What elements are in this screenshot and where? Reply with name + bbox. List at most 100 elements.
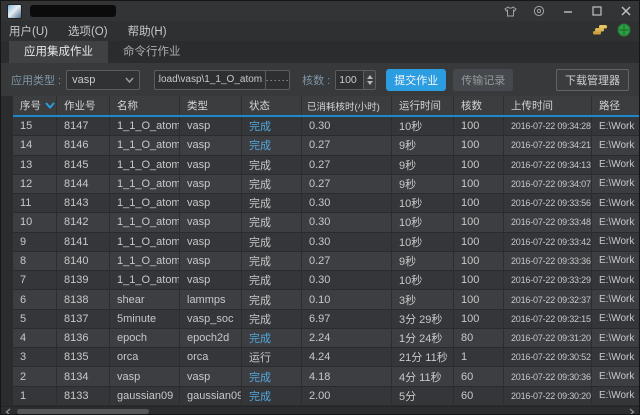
col-header-name[interactable]: 名称 bbox=[110, 96, 180, 115]
col-header-core-hours[interactable]: 已消耗核时(小时) bbox=[302, 96, 392, 115]
cell-cores: 80 bbox=[454, 328, 504, 348]
cell-seq: 11 bbox=[13, 194, 57, 213]
cell-seq: 8 bbox=[13, 251, 57, 271]
col-header-run-time[interactable]: 运行时间 bbox=[392, 96, 454, 115]
cell-upload-time: 2016-07-22 09:34:28 bbox=[504, 117, 592, 136]
cell-path: E:\Work bbox=[599, 371, 635, 383]
cell-cores: 100 bbox=[454, 174, 504, 194]
cell-upload-time: 2016-07-22 09:30:52 bbox=[504, 348, 592, 367]
cell-upload-time: 2016-07-22 09:34:07 bbox=[504, 174, 592, 194]
tab-command-line-jobs[interactable]: 命令行作业 bbox=[123, 46, 181, 58]
cell-job-id: 8138 bbox=[57, 290, 110, 309]
cell-seq: 14 bbox=[13, 136, 57, 155]
scrollbar-thumb[interactable] bbox=[17, 409, 149, 414]
table-row[interactable]: 6 8138 shear lammps 完成 0.10 3秒 100 2016-… bbox=[13, 290, 639, 310]
table-row[interactable]: 10 8142 1_1_O_atom vasp 完成 0.30 10秒 100 … bbox=[13, 213, 639, 233]
cell-seq: 6 bbox=[13, 290, 57, 309]
col-header-path[interactable]: 路径 bbox=[599, 100, 620, 112]
table-row[interactable]: 4 8136 epoch epoch2d 完成 2.24 1分 24秒 80 2… bbox=[13, 328, 639, 349]
table-row[interactable]: 2 8134 vasp vasp 完成 4.18 4分 11秒 60 2016-… bbox=[13, 367, 639, 387]
cell-path: E:\Work bbox=[599, 274, 635, 286]
cell-upload-time: 2016-07-22 09:32:15 bbox=[504, 309, 592, 328]
table-row[interactable]: 5 8137 5minute vasp_soc 完成 6.97 3分 29秒 1… bbox=[13, 309, 639, 329]
table-row[interactable]: 14 8146 1_1_O_atom vasp 完成 0.27 9秒 100 2… bbox=[13, 136, 639, 156]
cell-upload-time: 2016-07-22 09:33:42 bbox=[504, 232, 592, 251]
cell-type: vasp bbox=[180, 213, 242, 232]
table-row[interactable]: 9 8141 1_1_O_atom vasp 完成 0.30 10秒 100 2… bbox=[13, 232, 639, 252]
browse-button[interactable]: ······ bbox=[265, 70, 289, 89]
menu-user[interactable]: 用户(U) bbox=[9, 26, 48, 38]
download-manager-button[interactable]: 下载管理器 bbox=[556, 68, 629, 91]
cell-cores: 100 bbox=[454, 251, 504, 271]
col-header-seq[interactable]: 序号 bbox=[13, 96, 57, 115]
cell-core-hours: 0.30 bbox=[302, 232, 392, 251]
menu-options[interactable]: 选项(O) bbox=[67, 26, 108, 38]
col-header-status[interactable]: 状态 bbox=[242, 96, 302, 115]
cell-seq: 1 bbox=[13, 386, 57, 405]
cell-seq: 10 bbox=[13, 213, 57, 232]
scroll-right-icon[interactable] bbox=[625, 407, 639, 414]
transfer-log-button[interactable]: 传输记录 bbox=[453, 68, 514, 91]
cell-path: E:\Work bbox=[599, 139, 635, 151]
cell-type: vasp bbox=[180, 232, 242, 251]
cell-upload-time: 2016-07-22 09:31:20 bbox=[504, 328, 592, 348]
coins-balance-icon[interactable] bbox=[592, 23, 610, 39]
cell-status: 完成 bbox=[242, 213, 302, 232]
col-header-job-id[interactable]: 作业号 bbox=[57, 96, 110, 115]
cell-status: 完成 bbox=[242, 174, 302, 194]
col-header-upload-time[interactable]: 上传时间 bbox=[504, 96, 592, 115]
minimize-button[interactable] bbox=[561, 4, 575, 18]
cell-upload-time: 2016-07-22 09:33:36 bbox=[504, 251, 592, 271]
workload-path-input[interactable] bbox=[155, 74, 266, 85]
app-type-select[interactable]: vasp bbox=[66, 69, 141, 90]
stepper-up-icon[interactable] bbox=[366, 74, 373, 79]
menu-help[interactable]: 帮助(H) bbox=[127, 26, 167, 38]
table-row[interactable]: 3 8135 orca orca 运行 4.24 21分 11秒 1 2016-… bbox=[13, 348, 639, 368]
cell-run-time: 4分 11秒 bbox=[392, 367, 454, 386]
cores-input[interactable] bbox=[335, 69, 364, 90]
cell-job-id: 8145 bbox=[57, 155, 110, 174]
col-header-cores[interactable]: 核数 bbox=[454, 96, 504, 115]
horizontal-scrollbar[interactable] bbox=[1, 406, 639, 414]
cell-run-time: 21分 11秒 bbox=[392, 348, 454, 367]
cell-status: 完成 bbox=[242, 386, 302, 405]
table-row[interactable]: 8 8140 1_1_O_atom vasp 完成 0.27 9秒 100 20… bbox=[13, 251, 639, 272]
submit-job-button[interactable]: 提交作业 bbox=[386, 68, 447, 91]
cell-name: 1_1_O_atom bbox=[110, 271, 180, 290]
cell-name: shear bbox=[110, 290, 180, 309]
cell-core-hours: 2.00 bbox=[302, 386, 392, 405]
cell-name: 1_1_O_atom bbox=[110, 174, 180, 194]
tabbar: 应用集成作业 命令行作业 bbox=[1, 41, 639, 63]
cell-cores: 60 bbox=[454, 386, 504, 405]
coin-currency-icon[interactable] bbox=[617, 23, 631, 40]
table-row[interactable]: 15 8147 1_1_O_atom vasp 完成 0.30 10秒 100 … bbox=[13, 117, 639, 137]
cell-path: E:\Work bbox=[599, 236, 635, 248]
table-row[interactable]: 13 8145 1_1_O_atom vasp 完成 0.27 9秒 100 2… bbox=[13, 155, 639, 175]
cell-status: 完成 bbox=[242, 136, 302, 155]
table-row[interactable]: 1 8133 gaussian09 gaussian09 完成 2.00 5分 … bbox=[13, 386, 639, 406]
maximize-button[interactable] bbox=[590, 4, 604, 18]
cell-run-time: 9秒 bbox=[392, 174, 454, 194]
cell-path: E:\Work bbox=[599, 255, 635, 267]
menubar: 用户(U) 选项(O) 帮助(H) bbox=[1, 21, 639, 41]
table-row[interactable]: 12 8144 1_1_O_atom vasp 完成 0.27 9秒 100 2… bbox=[13, 174, 639, 195]
cores-label: 核数 : bbox=[302, 74, 331, 87]
cell-name: 1_1_O_atom bbox=[110, 136, 180, 155]
cell-run-time: 10秒 bbox=[392, 194, 454, 213]
stepper-down-icon[interactable] bbox=[366, 80, 373, 85]
table-row[interactable]: 7 8139 1_1_O_atom vasp 完成 0.30 10秒 100 2… bbox=[13, 271, 639, 291]
app-type-label: 应用类型 : bbox=[11, 74, 62, 87]
cell-core-hours: 6.97 bbox=[302, 309, 392, 328]
cell-job-id: 8134 bbox=[57, 367, 110, 386]
cores-stepper[interactable] bbox=[363, 69, 377, 90]
cell-seq: 2 bbox=[13, 367, 57, 386]
cell-status: 完成 bbox=[242, 271, 302, 290]
col-header-type[interactable]: 类型 bbox=[180, 96, 242, 115]
tab-app-integrated-jobs[interactable]: 应用集成作业 bbox=[9, 41, 108, 63]
skin-theme-icon[interactable] bbox=[503, 4, 517, 18]
cell-run-time: 3分 29秒 bbox=[392, 309, 454, 328]
table-row[interactable]: 11 8143 1_1_O_atom vasp 完成 0.30 10秒 100 … bbox=[13, 194, 639, 214]
scroll-left-icon[interactable] bbox=[1, 407, 15, 414]
close-button[interactable] bbox=[619, 4, 633, 18]
about-icon[interactable] bbox=[532, 4, 546, 18]
